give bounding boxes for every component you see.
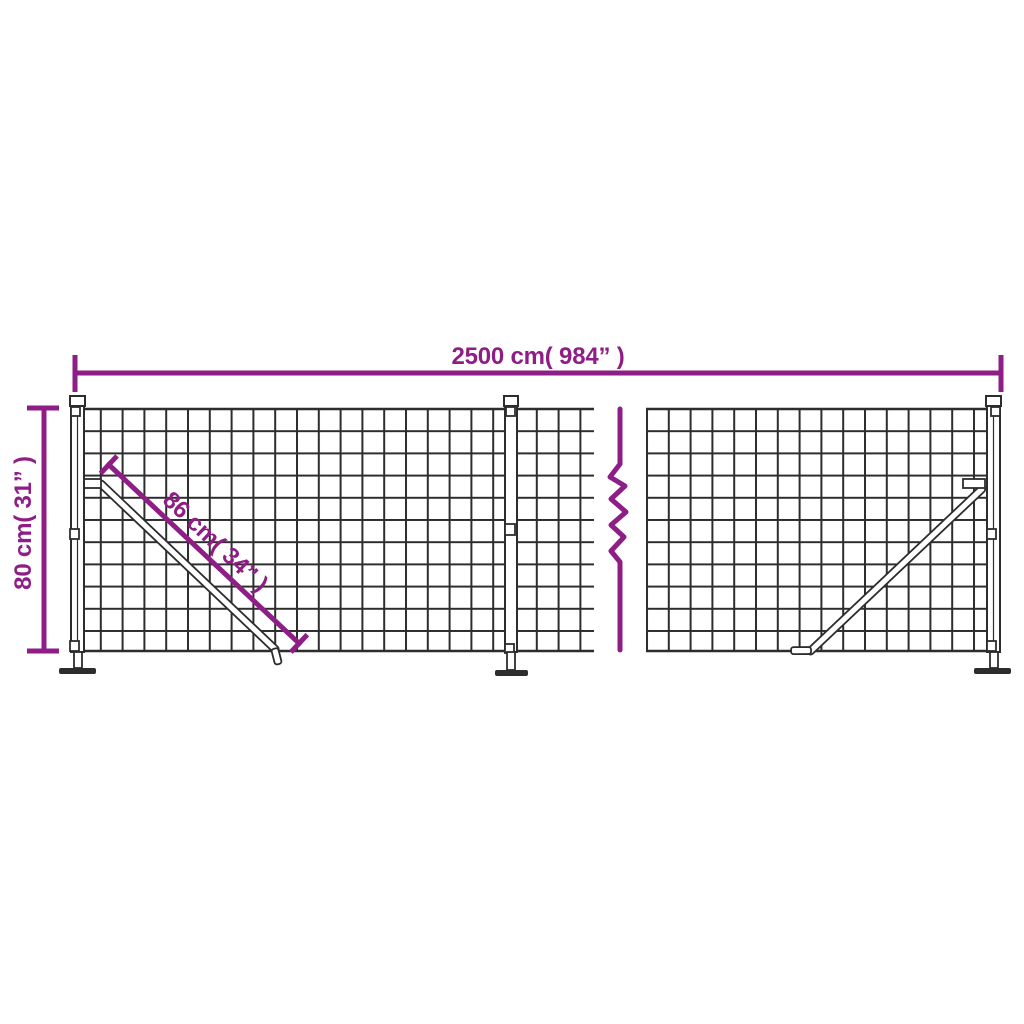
strut-dimension-cap-end [289, 632, 310, 654]
post-middle-clip-top [505, 406, 516, 417]
post-middle-flange-foot [495, 670, 528, 676]
mesh-grid-right [646, 408, 988, 652]
break-line-squiggle-icon [607, 406, 629, 653]
post-middle-cap [503, 395, 519, 407]
post-left-clip-bottom [69, 640, 80, 652]
post-left-flange-foot [59, 668, 96, 674]
post-right-clip-mid [986, 528, 997, 540]
strut-dimension-line [105, 461, 303, 647]
mesh-panel-right [646, 407, 988, 653]
width-dimension-label: 2500 cm( 984” ) [451, 343, 624, 370]
post-middle-foot-stem [506, 651, 516, 671]
width-dimension: 2500 cm( 984” ) [72, 343, 1004, 392]
post-right [962, 395, 1011, 674]
mesh-edge-wires-right [646, 407, 988, 653]
post-right-flange-foot [974, 668, 1011, 674]
post-left-foot-stem [73, 651, 83, 669]
post-right-clip-bottom [986, 640, 997, 652]
post-left [59, 395, 102, 674]
post-right-foot-stem [989, 651, 999, 669]
strut-bracket-right [962, 478, 986, 489]
strut-bracket-left [83, 478, 102, 489]
post-right-cap [985, 395, 1002, 407]
post-left-clip-top [70, 406, 81, 417]
strut-right-foot [790, 646, 812, 656]
post-middle-clip-mid [504, 523, 516, 536]
post-middle [495, 395, 528, 676]
post-right-clip-top [990, 406, 1001, 417]
post-left-clip-mid [69, 528, 80, 540]
strut-dimension-cap-start [98, 454, 119, 476]
strut-left-foot [270, 647, 283, 666]
post-left-cap [69, 395, 86, 407]
height-dimension: 80 cm( 31” ) [10, 405, 59, 654]
height-dimension-label: 80 cm( 31” ) [10, 456, 37, 590]
